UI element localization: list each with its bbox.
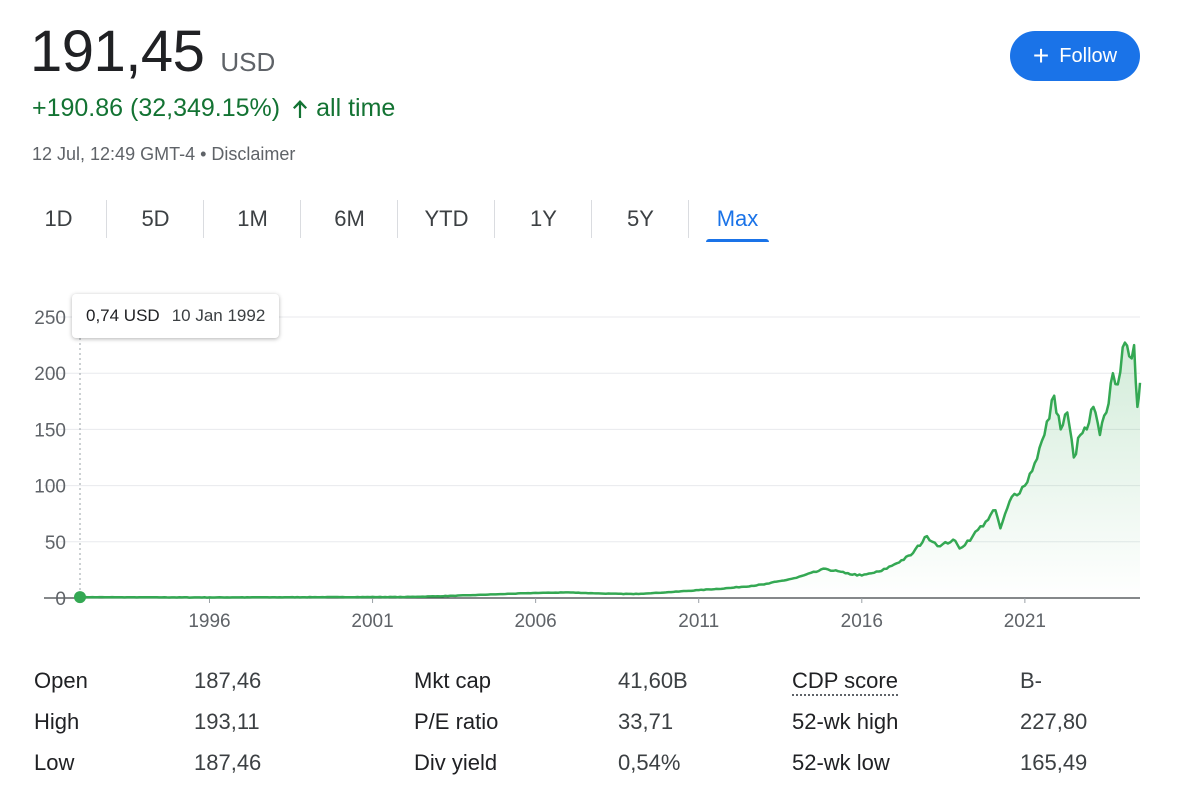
y-tick-label: 250 xyxy=(34,308,66,329)
price-change: +190.86 (32,349.15%) all time xyxy=(32,94,395,123)
price-area xyxy=(80,342,1140,598)
tab-5y[interactable]: 5Y xyxy=(592,196,689,242)
y-tick-label: 0 xyxy=(55,589,66,610)
plus-icon: + xyxy=(1032,40,1050,71)
price-chart[interactable]: 0 50 100 150 200 250 1996 2001 2006 2011 2016 2021 xyxy=(0,290,1200,640)
y-tick-label: 200 xyxy=(34,364,66,385)
tab-1d[interactable]: 1D xyxy=(10,196,107,242)
tab-6m[interactable]: 6M xyxy=(301,196,398,242)
quote-header: 191,45 USD xyxy=(30,18,275,85)
stat-label[interactable]: CDP score xyxy=(792,668,898,696)
stat-value: 187,46 xyxy=(194,668,262,693)
x-tick-label: 2016 xyxy=(841,611,883,632)
stat-label: 52-wk high xyxy=(792,709,899,734)
stat-value: 33,71 xyxy=(618,709,674,734)
stat-label: High xyxy=(34,709,80,734)
x-tick-label: 2011 xyxy=(678,611,719,632)
series-line xyxy=(79,341,1142,599)
x-tick-label: 2006 xyxy=(514,611,556,632)
y-tick-label: 100 xyxy=(34,477,66,498)
stat-value: 165,49 xyxy=(1020,750,1088,775)
stat-value: 0,54% xyxy=(618,750,681,775)
currency-label: USD xyxy=(220,47,276,77)
tab-1m[interactable]: 1M xyxy=(204,196,301,242)
stat-label: 52-wk low xyxy=(792,750,890,775)
stat-label: Open xyxy=(34,668,88,693)
arrow-up-icon xyxy=(293,99,308,118)
stat-value: 193,11 xyxy=(194,709,260,734)
chart-tooltip: 0,74 USD 10 Jan 1992 xyxy=(72,294,280,338)
x-tick-label: 1996 xyxy=(188,611,230,632)
tooltip-date: 10 Jan 1992 xyxy=(171,306,266,325)
stat-value: 227,80 xyxy=(1020,709,1088,734)
highlight-point xyxy=(74,591,86,604)
stat-value: B- xyxy=(1020,668,1042,693)
change-amount: +190.86 (32,349.15%) xyxy=(32,94,281,122)
x-tick-label: 2021 xyxy=(1004,611,1046,632)
tab-1y[interactable]: 1Y xyxy=(495,196,592,242)
stat-label: Low xyxy=(34,750,75,775)
range-tabs: 1D 5D 1M 6M YTD 1Y 5Y Max xyxy=(10,196,786,244)
stat-label: P/E ratio xyxy=(414,709,499,734)
stat-label: Div yield xyxy=(414,750,498,775)
tab-max[interactable]: Max xyxy=(689,196,786,242)
y-tick-label: 150 xyxy=(34,420,66,441)
follow-button[interactable]: + Follow xyxy=(1010,31,1140,81)
tab-ytd[interactable]: YTD xyxy=(398,196,495,242)
stat-label: Mkt cap xyxy=(414,668,492,693)
follow-label: Follow xyxy=(1059,44,1118,67)
stat-value: 187,46 xyxy=(194,750,262,775)
current-price: 191,45 xyxy=(30,19,205,84)
y-tick-label: 50 xyxy=(45,533,66,554)
change-period: all time xyxy=(316,94,396,122)
stat-value: 41,60B xyxy=(618,668,688,693)
timestamp-disclaimer[interactable]: 12 Jul, 12:49 GMT-4 • Disclaimer xyxy=(32,144,296,164)
tooltip-value: 0,74 USD xyxy=(86,306,160,325)
x-tick-label: 2001 xyxy=(351,611,393,632)
tab-5d[interactable]: 5D xyxy=(107,196,204,242)
